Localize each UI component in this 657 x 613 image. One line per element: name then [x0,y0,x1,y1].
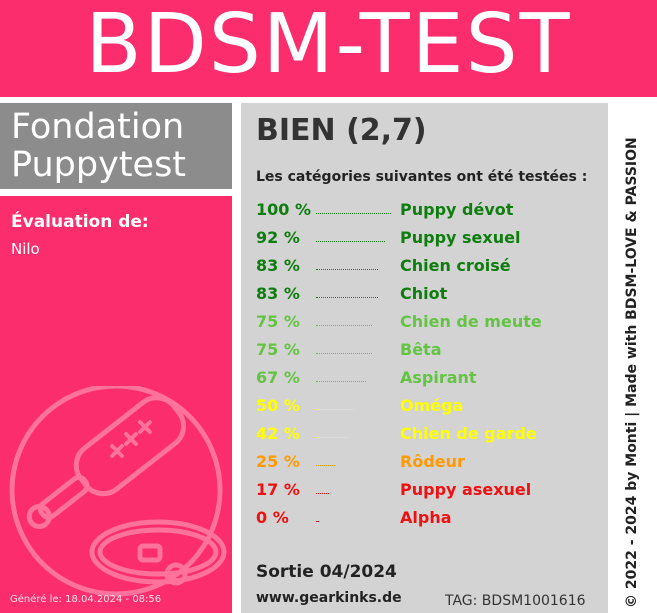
category-dotted-bar [316,269,378,270]
generated-date: Généré le: 18.04.2024 - 08:56 [10,594,162,605]
category-dotted-bar [316,241,385,242]
release-date: Sortie 04/2024 [256,562,397,582]
category-row: 67 % Aspirant [256,368,601,392]
category-name: Puppy asexuel [400,480,532,499]
category-dotted-bar [316,521,318,522]
category-row: 25 % Rôdeur [256,452,601,476]
website-link[interactable]: www.gearkinks.de [256,590,402,606]
category-percent: 75 % [256,312,300,331]
category-percent: 83 % [256,284,300,303]
foundation-line-1: Fondation [11,107,185,147]
category-dotted-bar [316,297,378,298]
category-dotted-bar [316,325,372,326]
results-panel: BIEN (2,7) Les catégories suivantes ont … [241,103,608,613]
category-percent: 17 % [256,480,300,499]
category-dotted-bar [316,381,366,382]
category-row: 75 % Chien de meute [256,312,601,336]
category-row: 0 % Alpha [256,508,601,532]
category-percent: 25 % [256,452,300,471]
category-name: Chien de garde [400,424,537,443]
category-row: 100 % Puppy dévot [256,200,601,224]
category-percent: 0 % [256,508,289,527]
page-title: BDSM-TEST [85,0,572,92]
category-row: 17 % Puppy asexuel [256,480,601,504]
category-row: 75 % Bêta [256,340,601,364]
paddle-and-collar-icon [9,386,227,597]
category-name: Chiot [400,284,448,303]
categories-intro: Les catégories suivantes ont été testées… [256,169,588,185]
header-banner: BDSM-TEST [0,0,657,97]
category-name: Oméga [400,396,464,415]
category-name: Chien croisé [400,256,511,275]
category-name: Chien de meute [400,312,542,331]
grade-result: BIEN (2,7) [256,113,427,148]
category-percent: 67 % [256,368,300,387]
category-dotted-bar [316,213,391,214]
category-percent: 92 % [256,228,300,247]
category-row: 83 % Chien croisé [256,256,601,280]
category-row: 92 % Puppy sexuel [256,228,601,252]
category-percent: 42 % [256,424,300,443]
category-row: 50 % Oméga [256,396,601,420]
category-name: Aspirant [400,368,477,387]
category-dotted-bar [316,437,348,438]
copyright-text: © 2022 - 2024 by Monti | Made with BDSM-… [624,137,640,608]
category-dotted-bar [316,493,329,494]
category-row: 83 % Chiot [256,284,601,308]
category-percent: 75 % [256,340,300,359]
category-dotted-bar [316,353,372,354]
category-percent: 83 % [256,256,300,275]
foundation-line-2: Puppytest [11,145,187,185]
category-name: Bêta [400,340,442,359]
foundation-box: Fondation Puppytest [0,103,232,189]
category-percent: 100 % [256,200,311,219]
evaluation-panel: Évaluation de: Nilo Généré le: 18.04.202… [0,196,232,613]
category-name: Rôdeur [400,452,465,471]
test-tag: TAG: BDSM1001616 [445,593,586,609]
category-row: 42 % Chien de garde [256,424,601,448]
evaluation-label: Évaluation de: [11,212,149,232]
evaluation-name: Nilo [11,240,40,258]
category-dotted-bar [316,409,354,410]
category-name: Puppy dévot [400,200,514,219]
category-name: Alpha [400,508,452,527]
category-name: Puppy sexuel [400,228,521,247]
category-percent: 50 % [256,396,300,415]
category-dotted-bar [316,465,335,466]
